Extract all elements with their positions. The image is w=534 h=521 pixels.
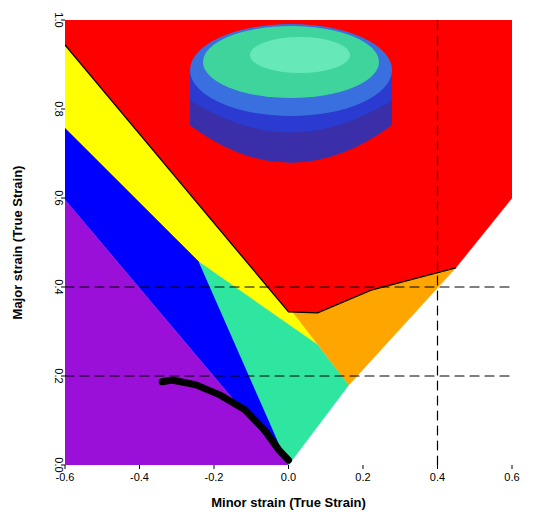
dome-illustration bbox=[190, 24, 392, 163]
reference-line bbox=[437, 20, 438, 465]
reference-line bbox=[65, 286, 512, 287]
region bbox=[293, 268, 455, 385]
y-tick-label: 0.4 bbox=[53, 279, 65, 294]
dome-top bbox=[203, 26, 379, 98]
x-tick-label: 0.4 bbox=[430, 471, 445, 483]
y-tick-label: 0.6 bbox=[53, 190, 65, 205]
x-tick-label: -0.6 bbox=[56, 471, 75, 483]
y-tick-label: 0.0 bbox=[53, 457, 65, 472]
plot-area bbox=[65, 20, 512, 465]
y-tick-label: 1.0 bbox=[53, 12, 65, 27]
x-tick bbox=[363, 465, 364, 469]
dome-highlight bbox=[250, 37, 350, 73]
y-axis-title: Major strain (True Strain) bbox=[10, 166, 25, 320]
y-tick-label: 0.8 bbox=[53, 101, 65, 116]
strain-path bbox=[162, 380, 288, 460]
x-tick-label: -0.4 bbox=[130, 471, 149, 483]
y-tick-label: 0.2 bbox=[53, 368, 65, 383]
reference-line bbox=[65, 375, 512, 376]
x-tick bbox=[139, 465, 140, 469]
x-tick-label: 0.0 bbox=[281, 471, 296, 483]
x-axis-title: Minor strain (True Strain) bbox=[211, 495, 366, 510]
chart: -0.6 -0.4 -0.2 0.0 0.2 0.4 0.6 0.0 0.2 0.4 0.6 0.8 1… bbox=[0, 0, 534, 521]
dome-rim bbox=[190, 24, 392, 116]
x-tick bbox=[512, 465, 513, 469]
x-tick-label: -0.2 bbox=[205, 471, 224, 483]
x-tick bbox=[214, 465, 215, 469]
region bbox=[199, 262, 349, 465]
x-tick bbox=[288, 465, 289, 469]
x-tick-label: 0.2 bbox=[355, 471, 370, 483]
x-tick-label: 0.6 bbox=[504, 471, 519, 483]
x-tick bbox=[437, 465, 438, 469]
